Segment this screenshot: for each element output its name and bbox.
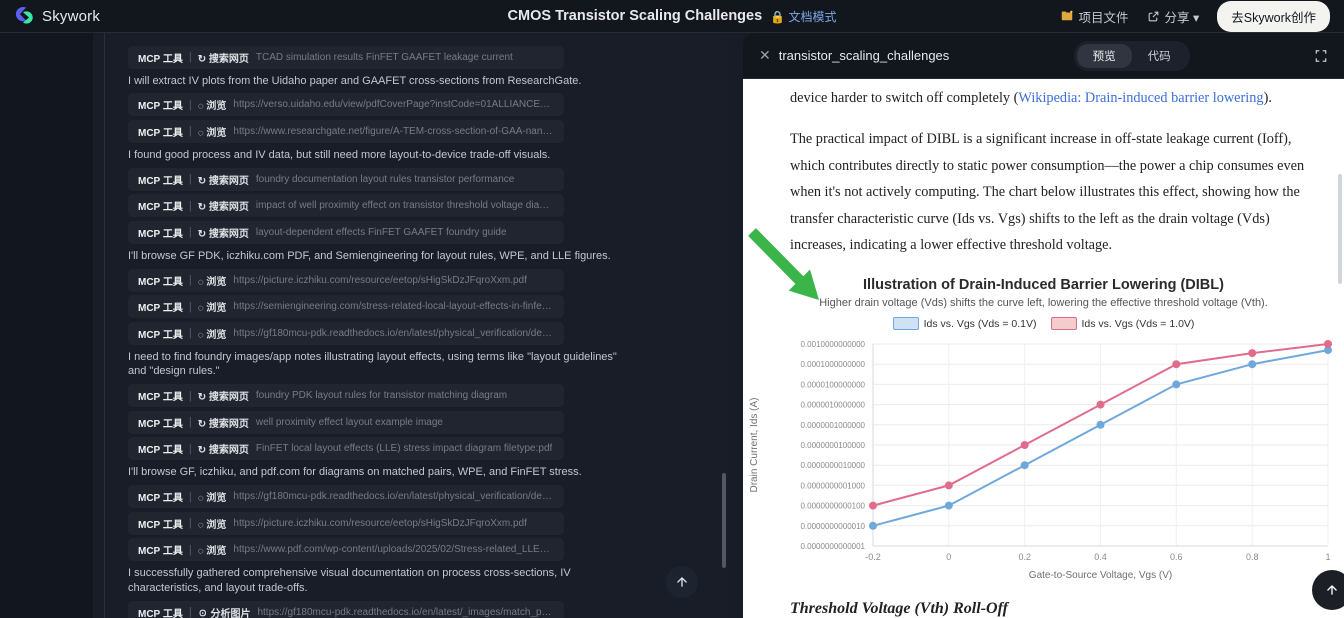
svg-text:0.0000000000010: 0.0000000000010: [800, 522, 865, 531]
svg-text:-0.2: -0.2: [865, 552, 881, 562]
svg-text:0.0001000000000: 0.0001000000000: [800, 360, 865, 369]
svg-text:0.4: 0.4: [1094, 552, 1107, 562]
svg-text:0.0010000000000: 0.0010000000000: [800, 340, 865, 349]
svg-text:Gate-to-Source Voltage, Vgs (V: Gate-to-Source Voltage, Vgs (V): [1029, 570, 1172, 581]
svg-text:Drain Current, Ids (A): Drain Current, Ids (A): [749, 397, 760, 492]
svg-text:0.0000010000000: 0.0000010000000: [800, 401, 865, 410]
svg-text:0.8: 0.8: [1246, 552, 1259, 562]
svg-text:0.0000000100000: 0.0000000100000: [800, 441, 865, 450]
svg-text:0.0000000001000: 0.0000000001000: [800, 481, 865, 490]
svg-text:0.0000000000100: 0.0000000000100: [800, 502, 865, 511]
svg-text:0.2: 0.2: [1018, 552, 1031, 562]
svg-text:1: 1: [1325, 552, 1330, 562]
svg-text:0.6: 0.6: [1170, 552, 1183, 562]
svg-text:0: 0: [946, 552, 951, 562]
svg-text:0.0000000010000: 0.0000000010000: [800, 461, 865, 470]
svg-text:0.0000100000000: 0.0000100000000: [800, 380, 865, 389]
svg-text:0.0000000000001: 0.0000000000001: [800, 542, 865, 551]
svg-text:0.0000001000000: 0.0000001000000: [800, 421, 865, 430]
